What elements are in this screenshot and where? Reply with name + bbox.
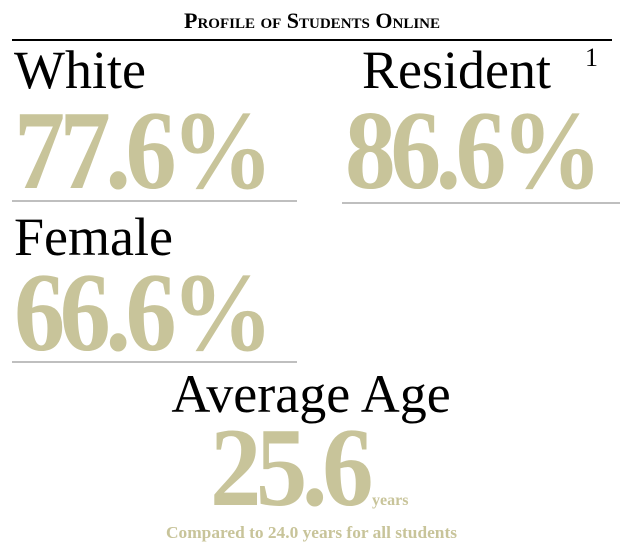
footnote: 1: [585, 43, 598, 72]
age-unit: years: [372, 492, 408, 509]
stat-label: White: [14, 40, 146, 100]
stat-label: Resident: [362, 40, 551, 100]
stat-value: 77.6%: [14, 89, 268, 213]
stat-value: 66.6%: [14, 251, 268, 375]
age-note: Compared to 24.0 years for all students: [166, 523, 457, 542]
title: Profile of Students Online: [184, 8, 440, 33]
age-label: Average Age: [171, 364, 450, 424]
stat-label: Female: [14, 207, 173, 267]
age-value: 25.6: [210, 406, 371, 530]
stat-value: 86.6%: [345, 89, 597, 213]
